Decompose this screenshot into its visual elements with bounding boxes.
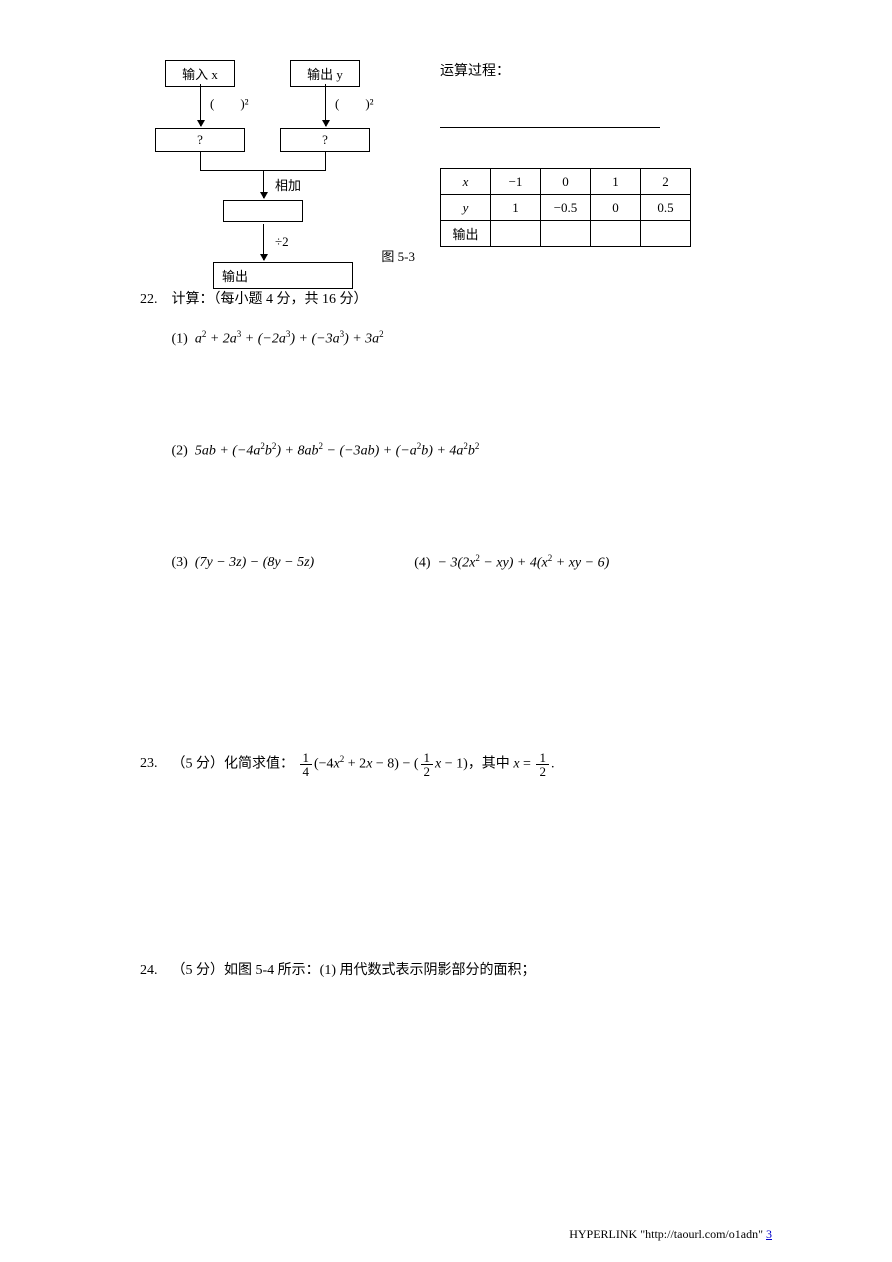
table-row: 输出 [441,221,691,247]
table-cell: 0 [541,169,591,195]
question-24: 24. （5 分）如图 5-4 所示：(1) 用代数式表示阴影部分的面积； [140,958,772,983]
table-header-output: 输出 [441,221,491,247]
table-row: y 1 −0.5 0 0.5 [441,195,691,221]
table-cell: 0.5 [641,195,691,221]
q-number: 24. [140,958,168,983]
table-cell: 2 [641,169,691,195]
table-cell: 1 [491,195,541,221]
table-cell[interactable] [591,221,641,247]
q22-title: 计算：（每小题 4 分，共 16 分） [172,292,368,307]
footer-link: HYPERLINK "http://taourl.com/o1adn" 3 [569,1227,772,1242]
figure-caption: 图 5-3 [381,246,415,265]
flowchart-diagram: 输入 x 输出 y ( )² ( )² ? ? 相加 ÷2 输出 图 5-3 [140,60,400,247]
q23-title: （5 分）化简求值： [172,756,295,771]
q-number: 23. [140,751,168,776]
question-23: 23. （5 分）化简求值： 14(−4x2 + 2x − 8) − (12x … [140,751,772,778]
q22-part3: (3) (7y − 3z) − (8y − 5z) [172,550,315,576]
fc-input-x: 输入 x [165,60,235,87]
fc-arrow [325,84,326,126]
fc-output-box: 输出 [213,262,353,289]
footer-pre: HYPERLINK "http://taourl.com/o1adn" [569,1227,766,1241]
question-22: 22. 计算：（每小题 4 分，共 16 分） (1) a2 + 2a3 + (… [140,287,772,726]
q24-title: （5 分）如图 5-4 所示：(1) 用代数式表示阴影部分的面积； [172,963,536,978]
fc-arrow [200,84,201,126]
fc-q1: ? [155,128,245,152]
table-header-x: x [441,169,491,195]
data-table: x −1 0 1 2 y 1 −0.5 0 0.5 输出 [440,168,691,247]
fc-input-y: 输出 y [290,60,360,87]
fraction-icon: 12 [536,751,549,778]
process-label: 运算过程： [440,60,772,80]
q-number: 22. [140,287,168,312]
table-cell[interactable] [491,221,541,247]
blank-answer-line[interactable] [440,108,660,128]
fc-q2: ? [280,128,370,152]
fc-line [200,152,201,170]
q22-part2: (2) 5ab + (−4a2b2) + 8ab2 − (−3ab) + (−a… [172,438,772,464]
q22-part4: (4) − 3(2x2 − xy) + 4(x2 + xy − 6) [414,550,609,576]
fc-add-label: 相加 [275,175,301,194]
fc-line [325,152,326,170]
table-header-y: y [441,195,491,221]
fc-square-label: ( )² [335,96,374,112]
q22-part3-4: (3) (7y − 3z) − (8y − 5z) (4) − 3(2x2 − … [172,550,772,576]
q22-part1: (1) a2 + 2a3 + (−2a3) + (−3a3) + 3a2 [172,326,772,352]
fc-sum-box [223,200,303,222]
table-cell: −0.5 [541,195,591,221]
table-cell: 1 [591,169,641,195]
table-cell[interactable] [541,221,591,247]
page-number: 3 [766,1227,772,1241]
table-cell[interactable] [641,221,691,247]
right-column: 运算过程： x −1 0 1 2 y 1 −0.5 0 0.5 输出 [440,60,772,247]
table-cell: −1 [491,169,541,195]
table-row: x −1 0 1 2 [441,169,691,195]
table-cell: 0 [591,195,641,221]
fraction-icon: 14 [300,751,313,778]
fc-square-label: ( )² [210,96,249,112]
fc-arrow [263,170,264,198]
fraction-icon: 12 [421,751,434,778]
fc-div-label: ÷2 [275,234,289,250]
fc-arrow [263,224,264,260]
